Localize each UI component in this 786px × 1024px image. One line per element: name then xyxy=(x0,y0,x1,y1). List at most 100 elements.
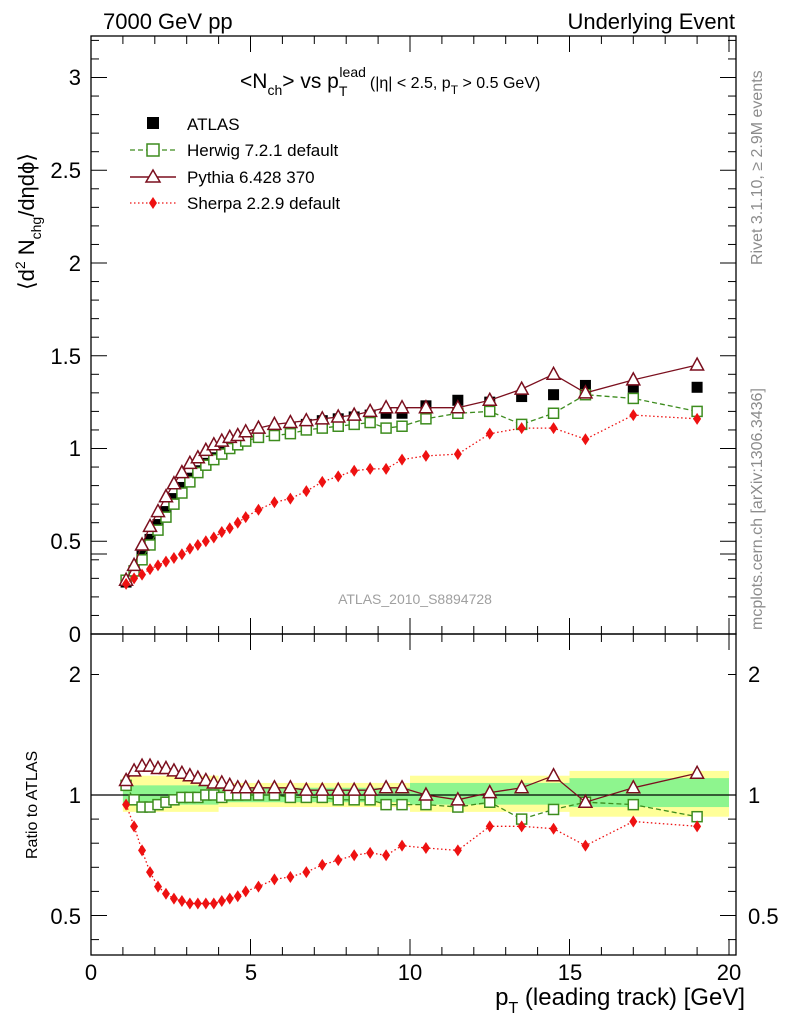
x-tick-label: 20 xyxy=(717,960,741,985)
main-point-sherpa xyxy=(302,485,311,498)
main-point-sherpa xyxy=(209,531,218,544)
ratio-point-pythia xyxy=(577,793,594,808)
main-point-herwig xyxy=(192,466,204,479)
main-point-sherpa xyxy=(130,572,139,585)
ratio-point-herwig xyxy=(364,794,376,806)
ratio-point-sherpa xyxy=(270,873,279,886)
analysis-watermark: ATLAS_2010_S8894728 xyxy=(338,591,492,607)
main-point-sherpa xyxy=(161,555,170,568)
main-point-pythia xyxy=(166,475,182,490)
y-tick-label: 1.5 xyxy=(50,344,81,369)
main-y-tick-labels: 3 2.5 2 1.5 1 0.5 0 xyxy=(50,65,81,647)
ratio-point-sherpa xyxy=(581,839,590,852)
ratio-point-sherpa xyxy=(334,854,343,867)
main-point-pythia xyxy=(142,517,158,533)
legend-label-herwig: Herwig 7.2.1 default xyxy=(187,141,338,160)
ratio-point-sherpa xyxy=(421,842,430,855)
ratio-point-pythia xyxy=(182,767,198,782)
y-tick-label: 2 xyxy=(69,251,81,276)
ratio-point-sherpa xyxy=(138,844,147,857)
main-line-sherpa xyxy=(125,414,698,585)
main-point-sherpa xyxy=(286,492,295,505)
main-point-sherpa xyxy=(318,475,327,488)
ratio-point-sherpa xyxy=(286,870,295,883)
main-point-herwig xyxy=(300,424,313,436)
ratio-point-herwig xyxy=(396,798,408,811)
main-point-sherpa xyxy=(693,412,702,425)
main-y-axis-label: ⟨d2 Nchg/dηdϕ⟩ xyxy=(12,153,44,290)
legend: ATLAS Herwig 7.2.1 default Pythia 6.428 … xyxy=(130,115,340,213)
legend-label-pythia: Pythia 6.428 370 xyxy=(187,168,315,187)
main-point-pythia xyxy=(481,391,498,407)
ratio-point-pythia xyxy=(174,764,190,780)
main-point-sherpa xyxy=(270,496,279,509)
ratio-point-sherpa xyxy=(193,897,202,910)
ratio-point-pythia xyxy=(158,759,174,775)
ratio-point-pythia xyxy=(346,781,362,796)
main-point-pythia xyxy=(266,415,283,431)
main-point-pythia xyxy=(314,410,331,425)
ratio-y-tick-label-right: 2 xyxy=(748,662,760,687)
main-point-sherpa xyxy=(350,464,359,477)
main-point-herwig xyxy=(184,476,196,488)
ratio-point-pythia xyxy=(513,779,530,794)
main-point-pythia xyxy=(545,365,562,381)
main-point-pythia xyxy=(298,412,315,427)
main-point-atlas xyxy=(548,389,560,401)
ratio-y-tick-label: 2 xyxy=(69,662,81,687)
main-point-pythia xyxy=(158,488,174,503)
main-point-sherpa xyxy=(185,542,194,555)
main-point-pythia xyxy=(150,502,166,518)
plot-title: <Nch> vs pTlead(|η| < 2.5, pT > 0.5 GeV) xyxy=(240,64,540,99)
x-tick-label: 0 xyxy=(85,960,97,985)
legend-marker-herwig xyxy=(146,143,160,157)
ratio-point-herwig xyxy=(128,794,140,806)
legend-marker-pythia xyxy=(144,168,162,183)
ratio-point-sherpa xyxy=(169,892,178,905)
main-point-herwig xyxy=(380,422,392,434)
y-tick-label: 0.5 xyxy=(50,529,81,554)
ratio-point-sherpa xyxy=(453,844,462,857)
main-point-sherpa xyxy=(217,525,226,538)
ratio-point-pythia xyxy=(222,776,238,792)
main-point-herwig xyxy=(484,405,496,418)
main-point-pythia xyxy=(577,384,594,399)
main-point-pythia xyxy=(237,423,254,438)
main-point-herwig xyxy=(364,416,376,429)
ratio-point-pythia xyxy=(118,771,134,787)
main-point-herwig xyxy=(348,418,360,431)
header-left: 7000 GeV pp xyxy=(103,9,233,34)
ratio-point-sherpa xyxy=(225,892,234,905)
ratio-point-pythia xyxy=(330,781,346,796)
main-point-herwig xyxy=(420,413,432,425)
ratio-point-sherpa xyxy=(693,820,702,833)
main-point-sherpa xyxy=(225,522,234,535)
main-point-herwig xyxy=(268,429,281,442)
ratio-point-sherpa xyxy=(209,897,218,910)
ratio-point-sherpa xyxy=(122,798,131,811)
axis-ticks xyxy=(90,36,736,955)
x-tick-labels: 0 5 10 15 20 xyxy=(85,960,741,985)
ratio-point-sherpa xyxy=(398,839,407,852)
ratio-point-sherpa xyxy=(517,820,526,833)
main-point-sherpa xyxy=(233,516,242,529)
ratio-point-sherpa xyxy=(153,880,162,893)
ratio-point-herwig xyxy=(547,803,560,816)
ratio-point-herwig xyxy=(284,791,297,804)
main-point-pythia xyxy=(513,380,530,395)
ratio-point-pythia xyxy=(378,779,394,794)
y-tick-label: 2.5 xyxy=(50,158,81,183)
main-point-herwig xyxy=(332,420,344,432)
ratio-point-pythia xyxy=(298,781,315,796)
main-point-pythia xyxy=(330,408,346,423)
ratio-point-herwig xyxy=(627,798,640,811)
ratio-y-tick-labels: 2 1 0.5 2 1 0.5 xyxy=(50,662,778,929)
ratio-point-pythia xyxy=(250,779,267,794)
ratio-point-pythia xyxy=(266,779,283,794)
ratio-point-pythia xyxy=(362,781,378,796)
ratio-y-tick-label-right: 0.5 xyxy=(748,904,779,929)
main-point-atlas xyxy=(691,381,703,393)
main-point-atlas xyxy=(516,391,528,403)
ratio-y-tick-label-right: 1 xyxy=(748,783,760,808)
